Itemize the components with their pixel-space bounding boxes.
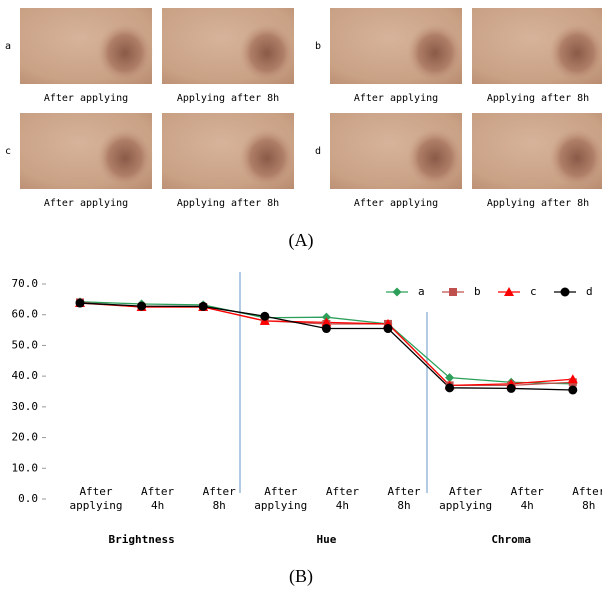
group-label: Brightness — [108, 533, 174, 546]
legend-marker — [561, 288, 570, 297]
data-point — [384, 324, 393, 333]
photo-shadow — [97, 128, 153, 188]
photo-caption: After applying — [44, 93, 128, 104]
legend-marker — [393, 288, 402, 297]
panel-item-label: c — [5, 146, 11, 157]
photo-caption: After applying — [354, 198, 438, 209]
photo-shadow — [407, 128, 463, 188]
data-point — [445, 383, 454, 392]
page: {"figure_labels": ["(A)", "(B)"], "panel… — [0, 0, 602, 595]
photo-panel: a After applying Applying after 8h b After a… — [5, 8, 602, 209]
photo-caption: After applying — [44, 198, 128, 209]
figure: a After applying Applying after 8h b After a… — [0, 0, 602, 595]
y-tick-label: 70.0 — [12, 277, 39, 290]
panel-label: (A) — [289, 230, 314, 251]
photo-caption: After applying — [354, 93, 438, 104]
data-point — [322, 324, 331, 333]
legend-label: b — [474, 285, 481, 298]
data-point — [76, 299, 85, 308]
data-point — [568, 385, 577, 394]
y-tick-label: 0.0 — [18, 492, 38, 505]
y-tick-label: 40.0 — [12, 369, 39, 382]
data-point — [507, 384, 516, 393]
group-label: Chroma — [491, 533, 531, 546]
y-tick-label: 50.0 — [12, 338, 39, 351]
legend-marker — [449, 288, 457, 296]
data-point — [137, 302, 146, 311]
data-point — [260, 312, 269, 321]
panel-item-label: b — [315, 41, 321, 52]
panel-item-label: d — [315, 146, 321, 157]
photo-shadow — [239, 128, 295, 188]
photo-shadow — [97, 23, 153, 83]
data-point — [199, 302, 208, 311]
group-label: Hue — [316, 533, 336, 546]
legend-label: d — [586, 285, 593, 298]
photo-shadow — [407, 23, 463, 83]
panel-label: (B) — [289, 566, 313, 587]
legend-label: a — [418, 285, 425, 298]
panel-item-label: a — [5, 41, 11, 52]
y-tick-label: 10.0 — [12, 461, 39, 474]
legend-label: c — [530, 285, 537, 298]
photo-shadow — [239, 23, 295, 83]
photo-caption: Applying after 8h — [487, 198, 589, 209]
y-tick-label: 60.0 — [12, 308, 39, 321]
photo-caption: Applying after 8h — [177, 198, 279, 209]
photo-caption: Applying after 8h — [487, 93, 589, 104]
photo-caption: Applying after 8h — [177, 93, 279, 104]
y-tick-label: 30.0 — [12, 400, 39, 413]
y-tick-label: 20.0 — [12, 431, 39, 444]
